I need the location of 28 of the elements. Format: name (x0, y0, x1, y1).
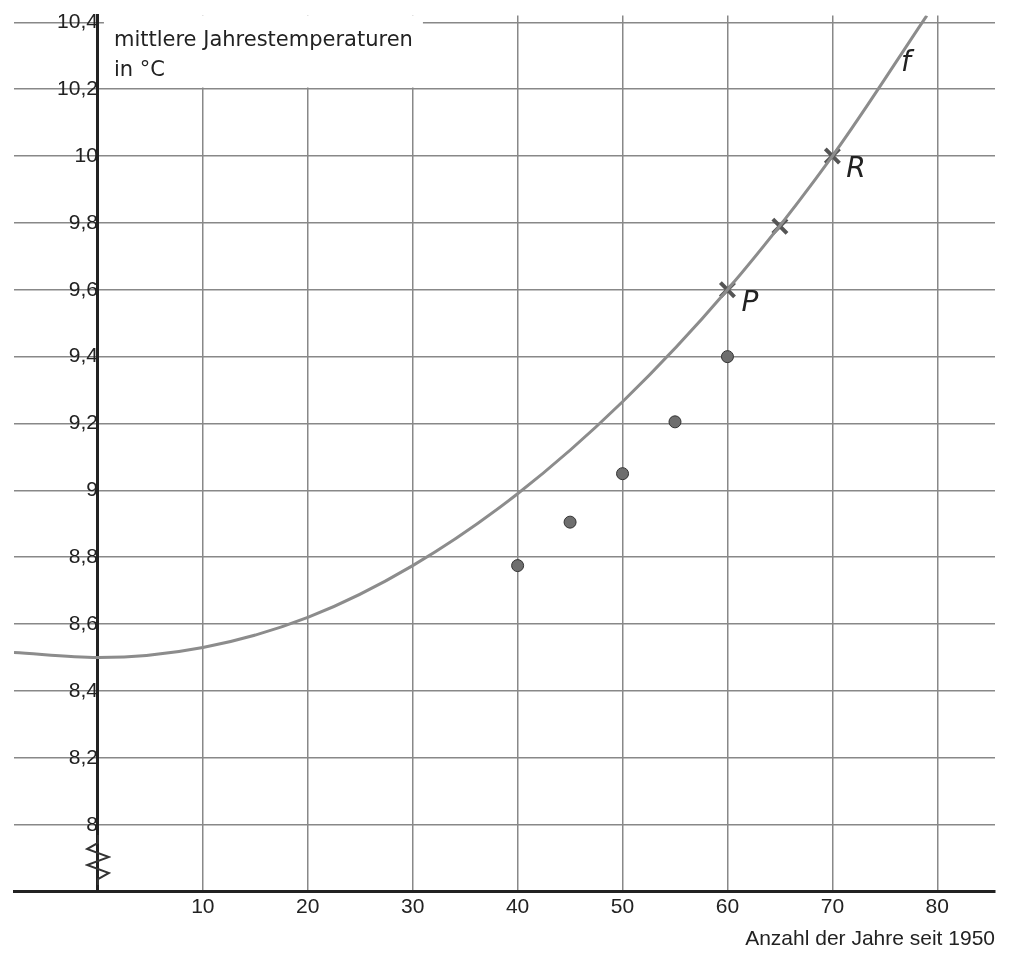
point (563, 515, 577, 529)
annotation: R (846, 151, 866, 185)
y-tick-label: 9,4 (68, 343, 99, 367)
point (720, 350, 734, 364)
x-tick-label: 40 (505, 894, 530, 917)
y-tick-label: 8,8 (68, 544, 98, 568)
y-tick-label: 10,2 (57, 75, 98, 99)
x-tick-label: 10 (191, 894, 215, 917)
y-tick-label: 9,6 (68, 276, 98, 300)
y-tick-label: 9,2 (68, 410, 98, 434)
annotation: P (741, 285, 759, 319)
y-tick-label: 8,2 (68, 744, 98, 768)
x-tick-label: 80 (925, 894, 949, 917)
y-tick-label: 8,4 (68, 677, 99, 701)
point (668, 415, 682, 429)
x-tick-label: 60 (715, 894, 740, 917)
x-tick-label: 70 (820, 894, 845, 917)
y-tick-label: 10,4 (57, 9, 99, 33)
x-tick-label: 30 (401, 894, 425, 917)
series-label: f (900, 44, 915, 78)
y-tick-label: 8,6 (68, 610, 98, 634)
y-axis-title: mittlere Jahrestemperaturen in °C (113, 26, 413, 81)
point (616, 467, 630, 481)
point (511, 559, 525, 573)
x-tick-label: 50 (610, 894, 635, 917)
y-tick-label: 9,8 (68, 209, 98, 233)
x-axis-title: Anzahl der Jahre seit 1950 (745, 926, 995, 950)
x-tick-label: 20 (296, 894, 320, 917)
